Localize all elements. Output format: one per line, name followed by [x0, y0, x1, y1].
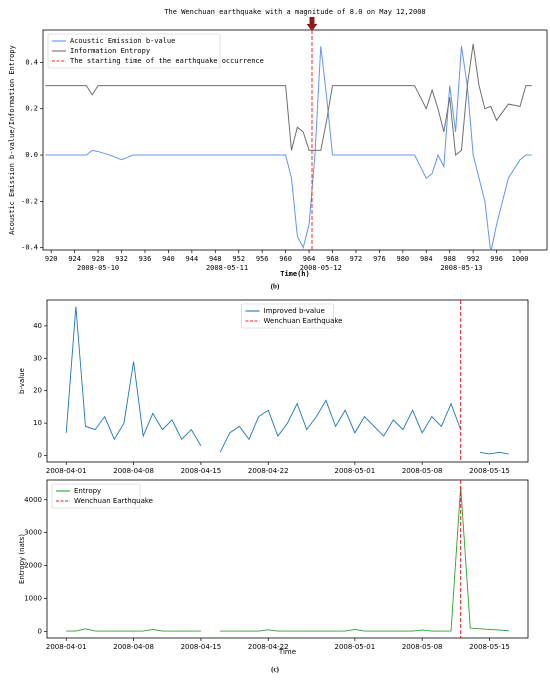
- y-tick-label: 20: [33, 387, 42, 395]
- y-axis-label: b-value: [18, 368, 26, 394]
- x-tick-label: 940: [162, 255, 175, 263]
- legend-label: Information Entropy: [70, 47, 150, 55]
- y-tick-label: 4000: [24, 496, 42, 504]
- x-tick-label: 932: [115, 255, 128, 263]
- x-tick-label: 944: [186, 255, 199, 263]
- x-group-label: 2008-05-13: [440, 264, 482, 272]
- x-tick-label: 1000: [512, 255, 529, 263]
- x-tick-label: 2008-05-08: [402, 643, 443, 651]
- y-axis-label: Acoustic Emission b-value/Information En…: [8, 45, 16, 235]
- y-tick-label: 10: [33, 419, 42, 427]
- x-tick-label: 952: [232, 255, 245, 263]
- legend-frame: [51, 483, 141, 509]
- series-line: [45, 46, 532, 250]
- y-tick-label: -0.4: [21, 244, 38, 252]
- x-tick-label: 920: [45, 255, 58, 263]
- x-tick-label: 948: [209, 255, 222, 263]
- x-tick-label: 972: [350, 255, 363, 263]
- x-tick-label: 984: [420, 255, 433, 263]
- x-tick-label: 2008-04-08: [113, 643, 154, 651]
- x-tick-label: 928: [92, 255, 105, 263]
- legend-label: The starting time of the earthquake occu…: [70, 57, 264, 65]
- x-tick-label: 2008-05-01: [334, 467, 375, 475]
- legend: Entropy Wenchuan Earthquake: [51, 483, 153, 509]
- x-tick-label: 2008-04-22: [248, 467, 289, 475]
- x-tick-label: 2008-04-15: [181, 643, 222, 651]
- y-tick-label: 0: [38, 452, 42, 460]
- legend-label: Improved b-value: [264, 307, 325, 315]
- x-tick-label: 2008-04-08: [113, 467, 154, 475]
- x-tick-label: 2008-04-22: [248, 643, 289, 651]
- chart-title: The Wenchuan earthquake with a magnitude…: [164, 8, 425, 16]
- x-tick-label: 2008-05-01: [334, 643, 375, 651]
- x-tick-label: 2008-04-01: [46, 467, 87, 475]
- chart-panel: 0 10 20 30 40 2008-04-01 2008-04-08 2008-04-15 2…: [18, 299, 529, 475]
- x-tick-label: 2008-05-15: [469, 643, 510, 651]
- x-tick-label: 956: [256, 255, 269, 263]
- y-tick-label: 0.0: [25, 151, 38, 159]
- panel-label: (c): [271, 666, 279, 674]
- y-axis-label: Entropy (nats): [18, 534, 26, 584]
- chart-panel: 0 1000 2000 3000 4000 2008-04-01 2008-04-08 200…: [18, 479, 529, 674]
- series-line: [45, 43, 532, 157]
- x-tick-label: 980: [397, 255, 410, 263]
- panel-label: (b): [271, 283, 280, 291]
- x-tick-label: 2008-04-01: [46, 643, 87, 651]
- y-tick-label: 3000: [24, 529, 42, 537]
- x-tick-label: 960: [279, 255, 292, 263]
- y-tick-label: -0.2: [21, 197, 38, 205]
- event-arrow: [306, 17, 318, 31]
- y-tick-label: 0.4: [25, 58, 38, 66]
- legend: Acoustic Emission b-value Information Ent…: [47, 33, 264, 69]
- chart-panel: -0.4 -0.2 0.0 0.2 0.4 920 924 928 932 936 940 944 94…: [8, 8, 548, 291]
- x-group-label: 2008-05-12: [300, 264, 342, 272]
- x-tick-label: 964: [303, 255, 316, 263]
- y-tick-label: 0.2: [25, 105, 38, 113]
- legend-label: Acoustic Emission b-value: [70, 37, 175, 45]
- legend-frame: [241, 303, 334, 329]
- x-tick-label: 936: [139, 255, 152, 263]
- x-tick-label: 924: [68, 255, 81, 263]
- series-line: [65, 306, 509, 455]
- x-tick-label: 2008-05-15: [469, 467, 510, 475]
- y-tick-label: 2000: [24, 562, 42, 570]
- x-axis-label: Time: [278, 648, 296, 656]
- y-tick-label: 30: [33, 354, 42, 362]
- y-tick-label: 40: [33, 322, 42, 330]
- y-tick-label: 0: [38, 627, 42, 635]
- x-tick-label: 976: [373, 255, 386, 263]
- legend-label: Wenchuan Earthquake: [264, 317, 343, 325]
- x-tick-label: 988: [443, 255, 456, 263]
- x-tick-label: 2008-05-08: [402, 467, 443, 475]
- x-tick-label: 996: [490, 255, 503, 263]
- x-axis-label: Time(h): [280, 270, 310, 278]
- x-group-label: 2008-05-11: [206, 264, 248, 272]
- x-tick-label: 2008-04-15: [181, 467, 222, 475]
- legend: Improved b-value Wenchuan Earthquake: [241, 303, 343, 329]
- legend-label: Wenchuan Earthquake: [74, 497, 153, 505]
- legend-label: Entropy: [74, 487, 101, 495]
- x-group-label: 2008-05-10: [77, 264, 119, 272]
- legend-frame: [47, 33, 221, 69]
- x-tick-label: 968: [326, 255, 339, 263]
- x-tick-label: 992: [467, 255, 480, 263]
- y-tick-label: 1000: [24, 595, 42, 603]
